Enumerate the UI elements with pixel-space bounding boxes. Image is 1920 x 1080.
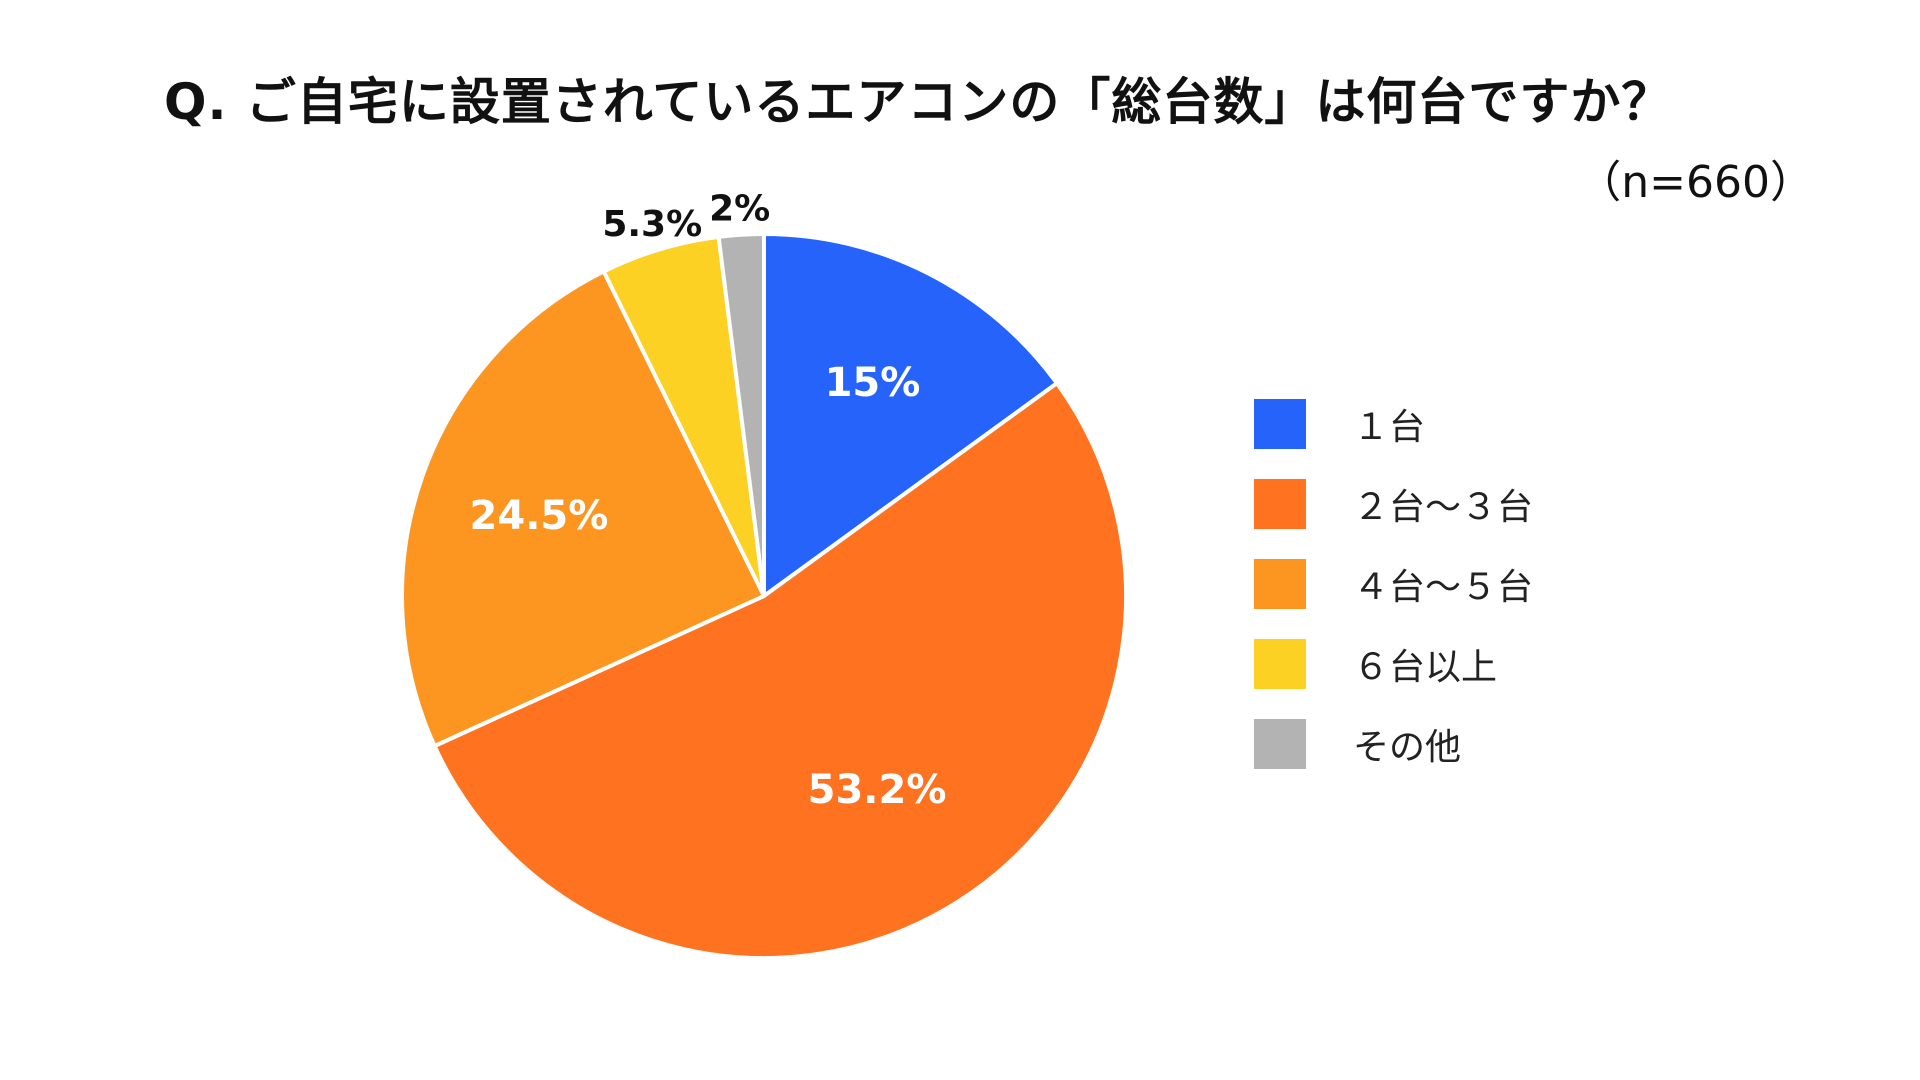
slice-value-label: 53.2% [808, 767, 947, 813]
pie-slices [400, 232, 1128, 960]
legend-item: ４台～５台 [1254, 558, 1533, 610]
legend: １台 ２台～３台 ４台～５台 ６台以上 その他 [1254, 398, 1533, 798]
legend-swatch [1254, 479, 1306, 529]
pie-slice [432, 381, 1128, 960]
slice-value-label: 24.5% [470, 493, 609, 539]
slice-value-label: 5.3% [602, 204, 702, 245]
sample-size: （n=660） [1577, 157, 1814, 208]
pie-slice [716, 232, 766, 598]
legend-swatch [1254, 559, 1306, 609]
legend-label: １台 [1353, 407, 1426, 448]
pie-labels: 15% 53.2% 24.5% 5.3% 2% [470, 188, 947, 813]
legend-swatch [1254, 399, 1306, 449]
legend-swatch [1254, 639, 1306, 689]
legend-label: ２台～３台 [1353, 487, 1534, 528]
legend-label: その他 [1353, 727, 1462, 768]
legend-item: １台 [1254, 398, 1533, 450]
legend-item: その他 [1254, 718, 1533, 770]
chart-title: Q. ご自宅に設置されているエアコンの「総台数」は何台ですか？ [164, 73, 1673, 131]
pie-slice [400, 269, 766, 749]
slice-value-label: 15% [825, 360, 921, 406]
slice-value-label: 2% [709, 188, 770, 229]
legend-swatch [1254, 719, 1306, 769]
legend-label: ４台～５台 [1353, 567, 1534, 608]
legend-item: ６台以上 [1254, 638, 1533, 690]
pie-slice [762, 232, 1059, 598]
legend-item: ２台～３台 [1254, 478, 1533, 530]
legend-label: ６台以上 [1353, 647, 1498, 688]
